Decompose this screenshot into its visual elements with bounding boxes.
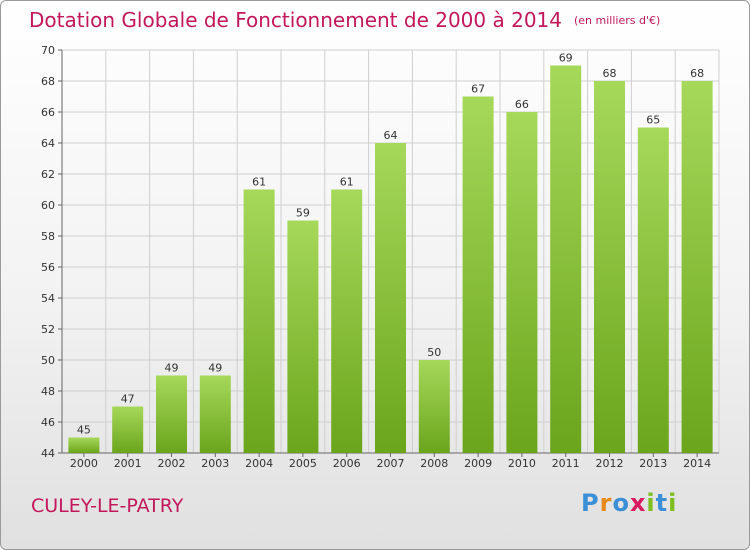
x-tick-label: 2003 (201, 457, 229, 470)
data-label: 47 (121, 393, 135, 406)
proxiti-logo[interactable]: Proxiti (581, 489, 677, 517)
logo-letter: o (612, 489, 630, 517)
data-label: 61 (252, 176, 266, 189)
x-tick-label: 2012 (596, 457, 624, 470)
x-tick-label: 2001 (114, 457, 142, 470)
data-label: 49 (208, 362, 222, 375)
y-tick-label: 64 (41, 137, 55, 150)
x-tick-label: 2010 (508, 457, 536, 470)
y-tick-label: 56 (41, 261, 55, 274)
x-tick-label: 2008 (420, 457, 448, 470)
data-label: 67 (471, 83, 485, 96)
bar (594, 81, 625, 453)
x-tick-label: 2000 (70, 457, 98, 470)
bar (681, 81, 713, 453)
place-name: CULEY-LE-PATRY (31, 495, 184, 517)
bar (637, 127, 669, 453)
bar (68, 437, 100, 453)
x-tick-label: 2002 (158, 457, 186, 470)
x-tick-label: 2007 (377, 457, 405, 470)
x-tick-label: 2006 (333, 457, 361, 470)
y-tick-label: 66 (41, 106, 55, 119)
data-label: 66 (515, 98, 529, 111)
data-label: 50 (427, 346, 441, 359)
value-labels: 45 47 49 49 61 59 61 64 50 67 66 69 68 65 68 (77, 52, 704, 437)
logo-letter: P (581, 489, 600, 517)
bar (112, 406, 144, 453)
data-label: 49 (165, 362, 179, 375)
y-tick-label: 54 (41, 292, 55, 305)
y-tick-label: 46 (41, 416, 55, 429)
logo-letter: i (668, 489, 678, 517)
y-tick-label: 58 (41, 230, 55, 243)
data-label: 59 (296, 207, 310, 220)
bar (462, 96, 494, 453)
y-tick-label: 70 (41, 44, 55, 57)
y-tick-label: 60 (41, 199, 55, 212)
bar (287, 220, 319, 453)
logo-letter: i (646, 489, 656, 517)
y-tick-label: 68 (41, 75, 55, 88)
data-label: 69 (559, 52, 573, 65)
bar (550, 65, 582, 453)
x-tick-label: 2011 (552, 457, 580, 470)
data-label: 45 (77, 424, 91, 437)
data-label: 68 (690, 67, 704, 80)
x-tick-label: 2005 (289, 457, 317, 470)
data-label: 65 (646, 114, 660, 127)
bars (68, 65, 713, 453)
logo-letter: r (599, 489, 613, 517)
bar (375, 143, 406, 453)
data-label: 64 (384, 129, 398, 142)
x-tick-label: 2013 (639, 457, 667, 470)
y-tick-label: 50 (41, 354, 55, 367)
bar (506, 112, 538, 453)
bar (331, 189, 363, 453)
chart-unit: (en milliers d'€) (574, 14, 661, 27)
data-label: 68 (603, 67, 617, 80)
x-tick-label: 2009 (464, 457, 492, 470)
y-tick-label: 62 (41, 168, 55, 181)
bar (199, 375, 231, 453)
y-tick-label: 48 (41, 385, 55, 398)
logo-letter: x (629, 489, 647, 517)
bar (243, 189, 275, 453)
x-tick-label: 2014 (683, 457, 711, 470)
logo-letter: t (655, 489, 669, 517)
y-tick-label: 52 (41, 323, 55, 336)
data-label: 61 (340, 176, 354, 189)
chart-title: Dotation Globale de Fonctionnement de 20… (29, 8, 660, 32)
chart-title-main: Dotation Globale de Fonctionnement de 20… (29, 8, 562, 32)
x-tick-label: 2004 (245, 457, 273, 470)
bar (418, 360, 450, 453)
bar (156, 375, 187, 453)
axes: 44 46 48 50 52 54 56 58 60 62 64 66 68 70 2000 2001 2002… (41, 44, 719, 470)
y-tick-label: 44 (41, 447, 55, 460)
